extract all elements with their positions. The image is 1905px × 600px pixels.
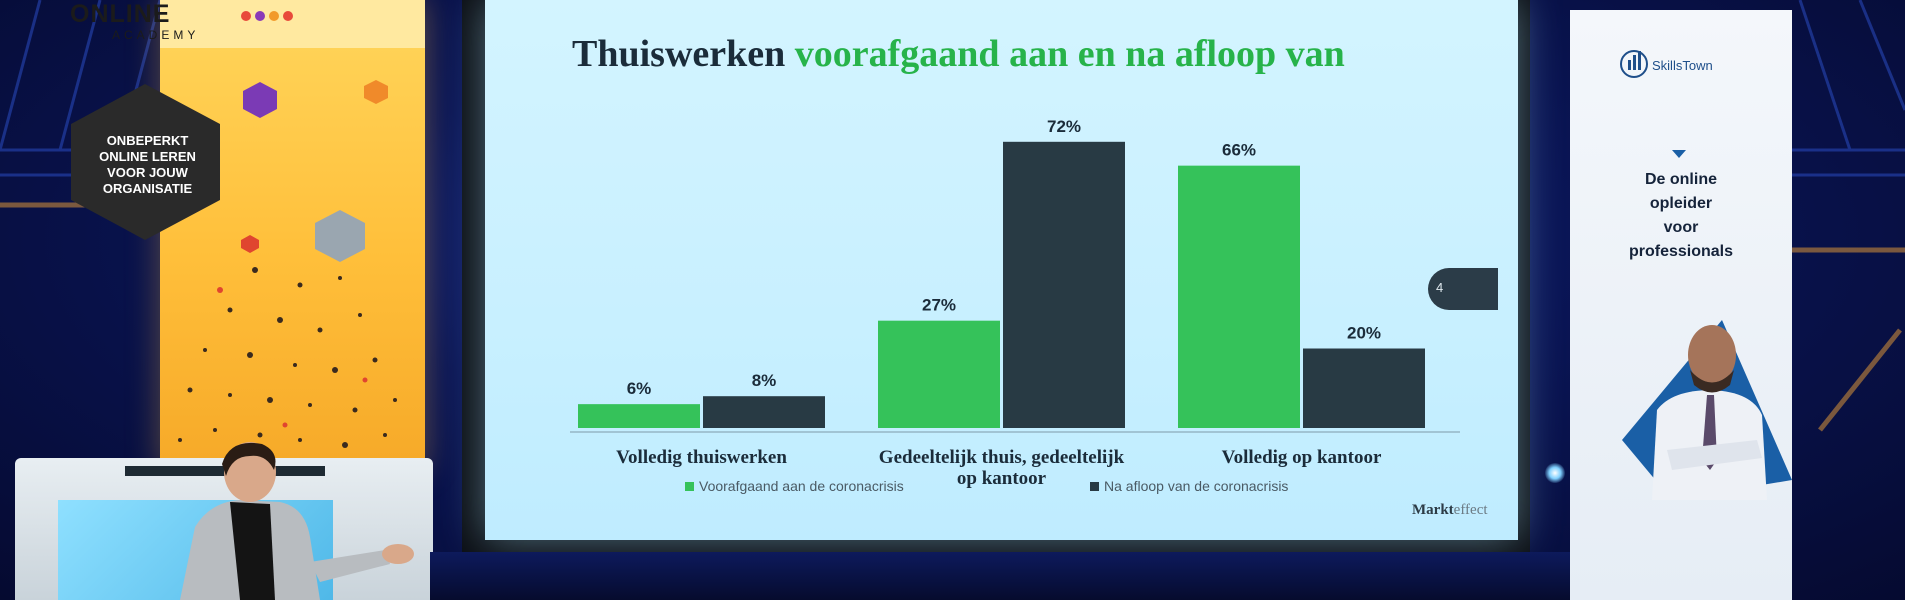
projection-screen [485,0,1518,540]
right-banner [1570,10,1792,600]
bar-chart: 6% 8% Volledig thuiswerken 27% 72% Gedeelteli… [570,117,1460,494]
message-hexagon [71,84,220,240]
banner-person-photo [1622,320,1792,500]
decorative-dots [178,267,397,448]
orange-hexagon-icon [364,80,388,104]
category-label: op kantoor [957,468,1047,489]
data-label: 27% [922,296,956,315]
data-label: 6% [627,379,652,398]
category-label: Gedeeltelijk thuis, gedeeltelijk [879,447,1125,468]
markteffect-logo: Markteffect [1412,502,1488,518]
academy-brand-subtitle: ACADEMY [112,28,200,42]
data-label: 72% [1047,117,1081,136]
bar [1178,165,1300,428]
left-banner-header [160,0,425,48]
spotlight [1545,463,1565,483]
skillstown-tagline: De online opleider voor professionals [1628,171,1734,260]
grey-hexagon-icon [315,210,365,262]
slide-title: Thuiswerken voorafgaand aan en na afloop… [572,33,1345,75]
red-hexagon-icon [241,235,259,253]
legend-swatch [1090,482,1099,491]
data-label: 20% [1347,324,1381,343]
category-label: Volledig op kantoor [1222,447,1382,468]
bar [578,404,700,428]
caret-down-icon [1672,150,1686,158]
purple-hexagon-icon [243,82,277,118]
left-banner [160,0,425,470]
bar [1003,141,1125,429]
skillstown-logo-icon [1620,50,1648,78]
bar [1303,348,1425,428]
page-number-tab [1428,268,1498,310]
presenter-figure [180,442,414,600]
legend-label: Voorafgaand aan de coronacrisis [699,478,904,494]
bar [703,396,825,428]
bar [878,320,1000,428]
page-number: 4 [1436,280,1444,295]
hex-message: ONBEPERKT ONLINE LEREN VOOR JOUW ORGANIS… [99,133,196,196]
category-label: Volledig thuiswerken [616,447,787,468]
stage-floor [430,552,1570,600]
academy-brand-name: ONLINE [70,0,171,28]
legend-label: Na afloop van de coronacrisis [1104,478,1288,494]
legend-swatch [685,482,694,491]
academy-logo-dots-icon [241,11,293,21]
data-label: 8% [752,371,777,390]
skillstown-brand-name: SkillsTown [1652,58,1713,73]
data-label: 66% [1222,141,1256,160]
